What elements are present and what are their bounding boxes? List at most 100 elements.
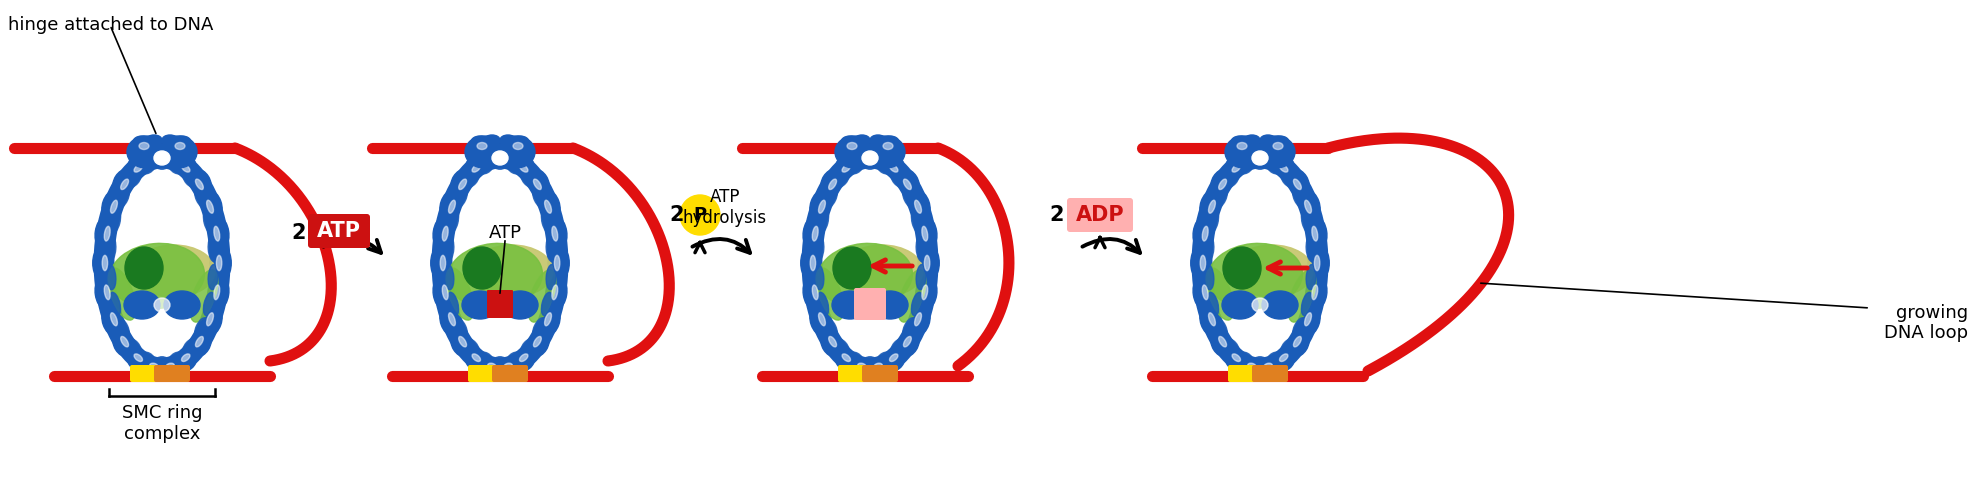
Ellipse shape bbox=[1320, 250, 1330, 276]
Ellipse shape bbox=[170, 352, 184, 363]
Ellipse shape bbox=[479, 352, 493, 363]
Ellipse shape bbox=[817, 210, 829, 234]
Ellipse shape bbox=[1203, 236, 1213, 262]
Ellipse shape bbox=[101, 192, 115, 214]
Ellipse shape bbox=[214, 285, 220, 300]
Ellipse shape bbox=[532, 318, 546, 338]
Ellipse shape bbox=[111, 200, 117, 213]
Ellipse shape bbox=[1237, 142, 1247, 149]
Ellipse shape bbox=[93, 250, 103, 276]
Ellipse shape bbox=[503, 291, 538, 319]
Ellipse shape bbox=[210, 192, 222, 214]
Ellipse shape bbox=[922, 285, 928, 300]
Ellipse shape bbox=[1263, 368, 1276, 378]
FancyBboxPatch shape bbox=[1253, 365, 1288, 382]
Ellipse shape bbox=[841, 164, 851, 172]
Ellipse shape bbox=[174, 142, 184, 149]
Ellipse shape bbox=[1209, 313, 1215, 326]
Ellipse shape bbox=[129, 358, 142, 371]
Ellipse shape bbox=[465, 339, 479, 354]
Ellipse shape bbox=[465, 136, 503, 168]
Ellipse shape bbox=[135, 354, 142, 362]
Ellipse shape bbox=[1263, 148, 1276, 158]
Ellipse shape bbox=[857, 157, 867, 163]
Ellipse shape bbox=[849, 162, 863, 174]
Ellipse shape bbox=[1225, 339, 1239, 354]
Ellipse shape bbox=[447, 210, 459, 234]
Ellipse shape bbox=[1306, 265, 1316, 290]
FancyBboxPatch shape bbox=[855, 288, 887, 320]
Ellipse shape bbox=[1265, 363, 1272, 369]
Ellipse shape bbox=[891, 339, 904, 354]
Ellipse shape bbox=[493, 298, 509, 312]
Ellipse shape bbox=[433, 219, 443, 244]
Ellipse shape bbox=[473, 354, 481, 362]
Ellipse shape bbox=[1271, 136, 1288, 148]
Ellipse shape bbox=[154, 357, 168, 367]
Ellipse shape bbox=[1263, 291, 1298, 319]
Ellipse shape bbox=[1265, 157, 1272, 163]
Ellipse shape bbox=[542, 292, 552, 316]
Ellipse shape bbox=[465, 173, 479, 188]
Ellipse shape bbox=[926, 282, 936, 307]
Ellipse shape bbox=[507, 352, 522, 363]
Ellipse shape bbox=[853, 368, 869, 378]
Ellipse shape bbox=[835, 136, 873, 168]
Ellipse shape bbox=[95, 282, 105, 307]
Ellipse shape bbox=[117, 318, 129, 338]
Ellipse shape bbox=[150, 363, 158, 369]
Ellipse shape bbox=[441, 226, 447, 241]
Ellipse shape bbox=[841, 354, 851, 362]
Ellipse shape bbox=[837, 358, 851, 371]
Ellipse shape bbox=[1221, 291, 1259, 319]
Ellipse shape bbox=[1280, 173, 1294, 188]
Ellipse shape bbox=[552, 285, 558, 300]
Ellipse shape bbox=[111, 313, 117, 326]
Ellipse shape bbox=[471, 136, 489, 148]
Ellipse shape bbox=[439, 192, 451, 214]
Ellipse shape bbox=[162, 135, 178, 145]
Ellipse shape bbox=[821, 339, 835, 356]
Ellipse shape bbox=[1253, 357, 1267, 367]
Ellipse shape bbox=[1308, 312, 1320, 334]
Ellipse shape bbox=[1207, 243, 1302, 309]
Ellipse shape bbox=[182, 358, 196, 371]
Ellipse shape bbox=[847, 142, 857, 149]
Ellipse shape bbox=[811, 226, 817, 241]
Ellipse shape bbox=[164, 148, 178, 158]
Ellipse shape bbox=[825, 318, 837, 338]
Ellipse shape bbox=[902, 189, 916, 208]
Ellipse shape bbox=[1314, 256, 1320, 271]
Ellipse shape bbox=[560, 250, 570, 276]
Ellipse shape bbox=[493, 151, 509, 165]
Ellipse shape bbox=[463, 247, 501, 289]
Ellipse shape bbox=[1292, 189, 1306, 208]
Ellipse shape bbox=[164, 291, 200, 319]
Ellipse shape bbox=[146, 148, 160, 158]
Ellipse shape bbox=[849, 352, 863, 363]
Ellipse shape bbox=[439, 312, 451, 334]
Ellipse shape bbox=[206, 200, 214, 213]
Ellipse shape bbox=[1272, 142, 1282, 149]
Ellipse shape bbox=[503, 148, 517, 158]
Ellipse shape bbox=[493, 357, 507, 367]
Ellipse shape bbox=[109, 268, 137, 320]
Ellipse shape bbox=[166, 157, 174, 163]
Ellipse shape bbox=[1253, 298, 1269, 312]
Ellipse shape bbox=[1211, 339, 1225, 356]
Ellipse shape bbox=[1292, 318, 1306, 338]
Ellipse shape bbox=[835, 339, 849, 354]
Ellipse shape bbox=[544, 200, 552, 213]
Ellipse shape bbox=[467, 155, 481, 169]
Ellipse shape bbox=[483, 368, 499, 378]
Ellipse shape bbox=[916, 236, 926, 262]
Ellipse shape bbox=[487, 363, 497, 369]
Ellipse shape bbox=[1247, 363, 1257, 369]
Ellipse shape bbox=[105, 236, 117, 262]
FancyBboxPatch shape bbox=[1229, 365, 1257, 382]
Ellipse shape bbox=[520, 339, 534, 354]
Text: hinge attached to DNA: hinge attached to DNA bbox=[8, 16, 214, 34]
Ellipse shape bbox=[532, 189, 546, 208]
Ellipse shape bbox=[554, 256, 560, 271]
Ellipse shape bbox=[487, 157, 497, 163]
